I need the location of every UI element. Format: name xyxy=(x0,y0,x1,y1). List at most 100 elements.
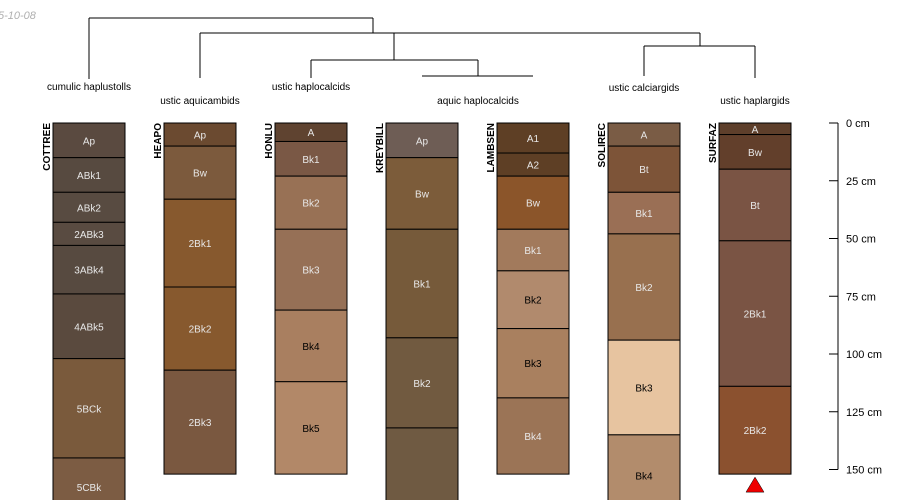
horizon-rect xyxy=(385,157,459,230)
horizon-label: 5BCk xyxy=(77,404,102,415)
horizon-rect xyxy=(496,397,570,475)
horizon-rect xyxy=(607,191,681,235)
taxonomy-dendrogram xyxy=(88,17,756,79)
horizon-label: 5CBk xyxy=(77,483,102,494)
horizon-rect xyxy=(496,228,570,272)
horizon-label: 2Bk1 xyxy=(189,239,212,250)
horizon-label: Bk3 xyxy=(635,383,653,394)
horizon-rect xyxy=(385,122,459,159)
horizon-label: Bw xyxy=(415,189,430,200)
taxon-label: aquic haplocalcids xyxy=(437,96,519,107)
profile-name: HONLU xyxy=(264,123,275,159)
horizon-label: Bk1 xyxy=(635,209,653,220)
bottom-marker-icon xyxy=(745,476,765,493)
taxon-label: ustic calciargids xyxy=(609,83,680,94)
horizon-label: 2Bk2 xyxy=(189,325,212,336)
horizon-label: 2Bk3 xyxy=(189,418,212,429)
horizon-label: ABk2 xyxy=(77,203,101,214)
horizon-label: Bk1 xyxy=(302,155,320,166)
horizon-label: A xyxy=(641,131,648,142)
horizon-label: 2Bk2 xyxy=(744,426,767,437)
horizon-label: Bw xyxy=(748,148,763,159)
horizon-rect xyxy=(496,270,570,330)
horizon-rect xyxy=(496,175,570,230)
taxon-label: ustic haplocalcids xyxy=(272,82,350,93)
soil-profile-solirec: SOLIREC A Bt Bk1 Bk2 Bk3 Bk4 xyxy=(597,122,681,500)
depth-tick-label: 125 cm xyxy=(846,407,882,419)
taxon-label: cumulic haplustolls xyxy=(47,82,131,93)
horizon-label: Bk2 xyxy=(302,199,320,210)
horizon-label: Bk1 xyxy=(524,246,542,257)
horizon-label: Ap xyxy=(83,136,96,147)
horizon-rect xyxy=(607,233,681,341)
horizon-rect xyxy=(274,228,348,311)
soil-profile-surfaz: SURFAZ A Bw Bt 2Bk1 2Bk2 xyxy=(708,122,792,493)
horizon-label: Bk4 xyxy=(302,342,320,353)
horizon-rect xyxy=(718,385,792,475)
horizon-label: ABk1 xyxy=(77,171,101,182)
horizon-rect xyxy=(385,228,459,339)
horizon-rect xyxy=(163,369,237,475)
horizon-rect xyxy=(718,134,792,170)
horizon-label: 4ABk5 xyxy=(74,322,104,333)
profile-name: HEAPO xyxy=(153,123,164,159)
horizon-rect xyxy=(274,381,348,475)
horizon-label: Ap xyxy=(194,131,207,142)
horizon-rect xyxy=(163,198,237,288)
horizon-rect xyxy=(163,145,237,200)
horizon-rect xyxy=(163,286,237,371)
profile-name: KREYBILL xyxy=(375,123,386,173)
depth-tick-label: 50 cm xyxy=(846,234,876,246)
taxon-label: ustic aquicambids xyxy=(160,96,239,107)
horizon-label: A xyxy=(752,125,759,136)
horizon-label: 3ABk4 xyxy=(74,266,104,277)
depth-tick-label: 100 cm xyxy=(846,349,882,361)
horizon-rect xyxy=(385,337,459,429)
horizon-rect xyxy=(52,244,126,295)
horizon-rect xyxy=(52,293,126,360)
horizon-label: Bt xyxy=(639,165,649,176)
horizon-label: Bw xyxy=(193,169,208,180)
horizon-rect xyxy=(52,157,126,193)
profile-name: SURFAZ xyxy=(708,123,719,163)
horizon-label: Bk4 xyxy=(635,471,653,482)
soil-profile-honlu: HONLU A Bk1 Bk2 Bk3 Bk4 Bk5 xyxy=(264,122,348,475)
horizon-label: Bk2 xyxy=(524,296,542,307)
depth-tick-label: 150 cm xyxy=(846,465,882,477)
horizon-label: Bt xyxy=(750,201,760,212)
horizon-label: Bk1 xyxy=(413,280,431,291)
soil-profile-cottree: COTTREE Ap ABk1 ABk2 2ABk3 3ABk4 4ABk5 5BCk 5CBk xyxy=(42,122,126,500)
profile-name: SOLIREC xyxy=(597,123,608,167)
horizon-label: A2 xyxy=(527,161,540,172)
horizon-label: Bk5 xyxy=(302,424,320,435)
soil-profile-kreybill: KREYBILL Ap Bw Bk1 Bk2 xyxy=(375,122,459,500)
horizon-label: Bk3 xyxy=(524,359,542,370)
profile-name: COTTREE xyxy=(42,123,53,171)
horizon-rect xyxy=(52,122,126,159)
horizon-rect xyxy=(496,122,570,154)
horizon-rect xyxy=(52,191,126,223)
horizon-rect xyxy=(607,145,681,193)
horizon-rect xyxy=(607,434,681,500)
depth-axis: 0 cm 25 cm 50 cm 75 cm 100 cm 125 cm 150 cm xyxy=(829,118,882,477)
soil-profile-lambsen: LAMBSEN A1 A2 Bw Bk1 Bk2 Bk3 Bk4 xyxy=(486,122,570,475)
taxon-label: ustic haplargids xyxy=(720,96,789,107)
soil-profiles: COTTREE ApABk1ABk22ABk33ABk44ABk55BCk5CBk… xyxy=(42,122,792,500)
horizon-rect xyxy=(52,457,126,500)
horizon-label: Bk2 xyxy=(413,379,431,390)
horizon-rect xyxy=(385,427,459,500)
profile-name: LAMBSEN xyxy=(486,123,497,172)
horizon-label: Bk2 xyxy=(635,283,653,294)
depth-tick-label: 25 cm xyxy=(846,176,876,188)
horizon-rect xyxy=(52,358,126,459)
horizon-rect xyxy=(718,240,792,387)
depth-tick-label: 0 cm xyxy=(846,118,870,130)
horizon-rect xyxy=(274,175,348,230)
soil-profile-heapo: HEAPO Ap Bw 2Bk1 2Bk2 2Bk3 xyxy=(153,122,237,475)
horizon-label: A1 xyxy=(527,134,540,145)
horizon-label: Bw xyxy=(526,199,541,210)
horizon-label: A xyxy=(308,128,315,139)
horizon-label: Bk4 xyxy=(524,432,542,443)
horizon-label: Bk3 xyxy=(302,266,320,277)
